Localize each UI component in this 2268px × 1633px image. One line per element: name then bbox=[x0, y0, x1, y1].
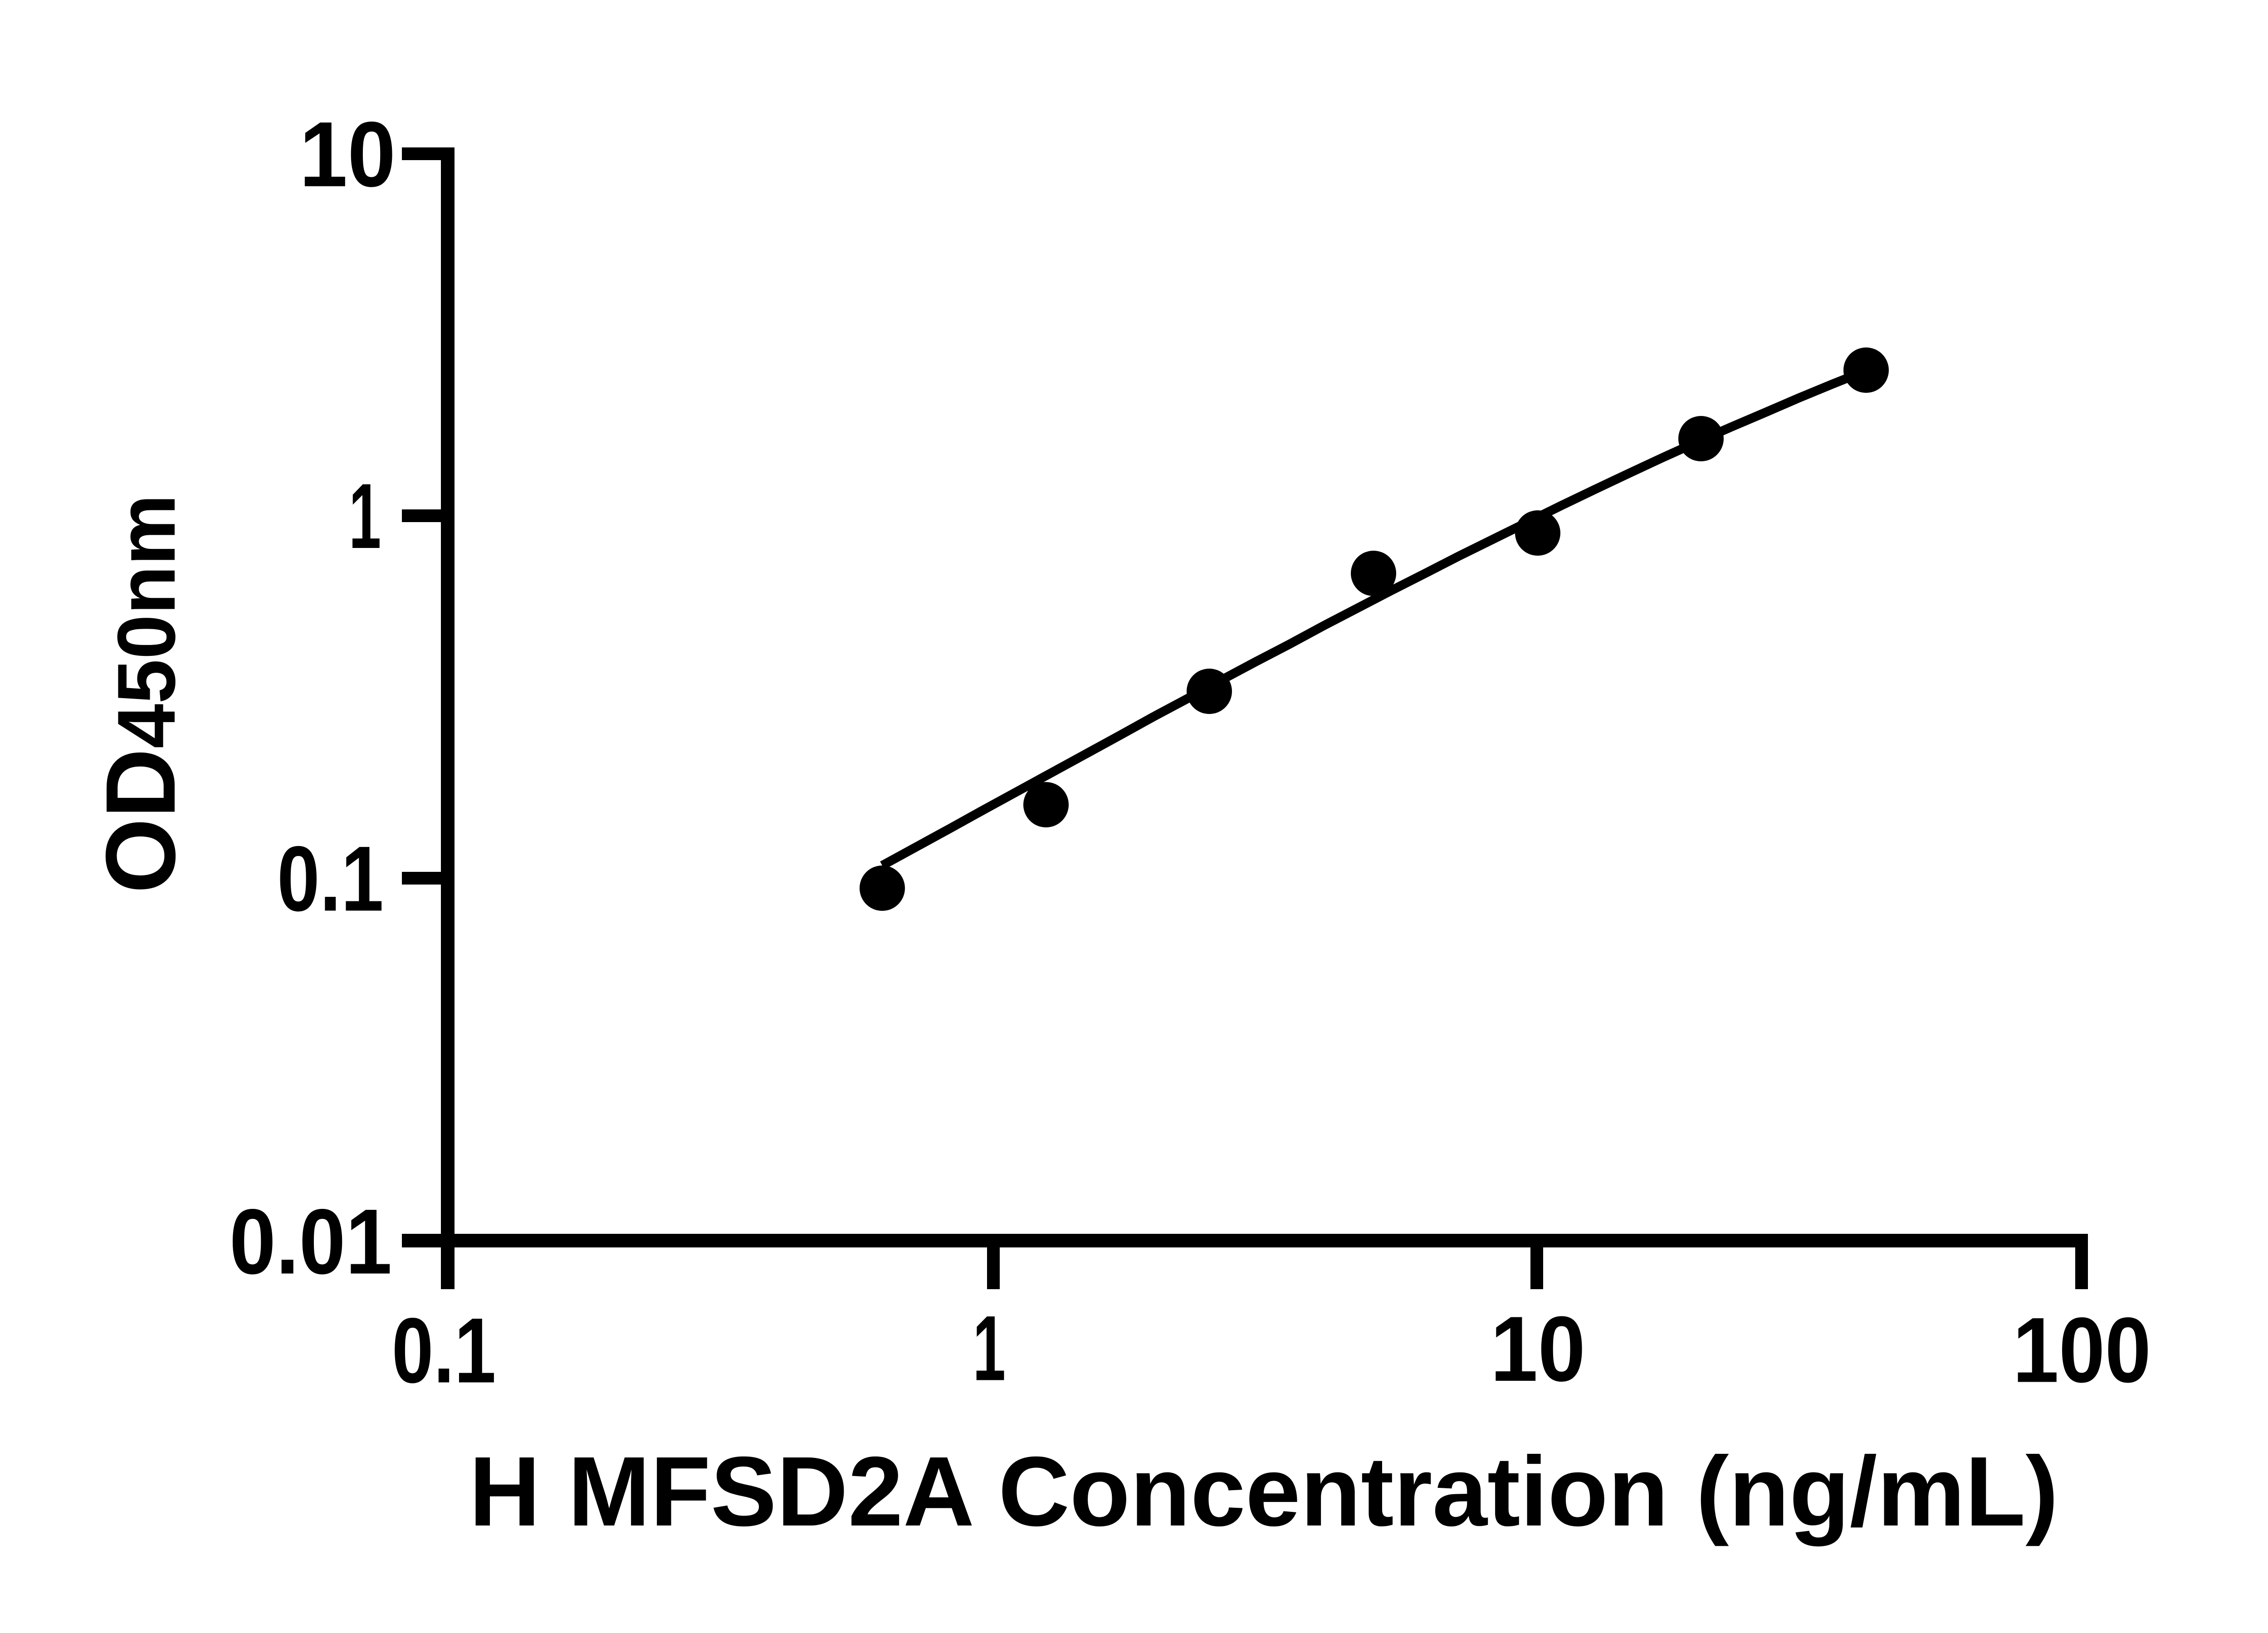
svg-text:0.01: 0.01 bbox=[230, 1190, 392, 1294]
svg-text:0.1: 0.1 bbox=[277, 827, 384, 931]
svg-text:0.1: 0.1 bbox=[392, 1299, 496, 1403]
svg-text:10: 10 bbox=[1491, 1297, 1586, 1401]
svg-text:OD450nm: OD450nm bbox=[86, 494, 196, 894]
svg-text:H MFSD2A Concentration (ng/mL): H MFSD2A Concentration (ng/mL) bbox=[469, 1437, 2058, 1547]
svg-text:10: 10 bbox=[299, 103, 396, 206]
svg-text:1: 1 bbox=[973, 1297, 1006, 1400]
svg-text:1: 1 bbox=[349, 464, 381, 568]
svg-text:100: 100 bbox=[2013, 1299, 2151, 1402]
